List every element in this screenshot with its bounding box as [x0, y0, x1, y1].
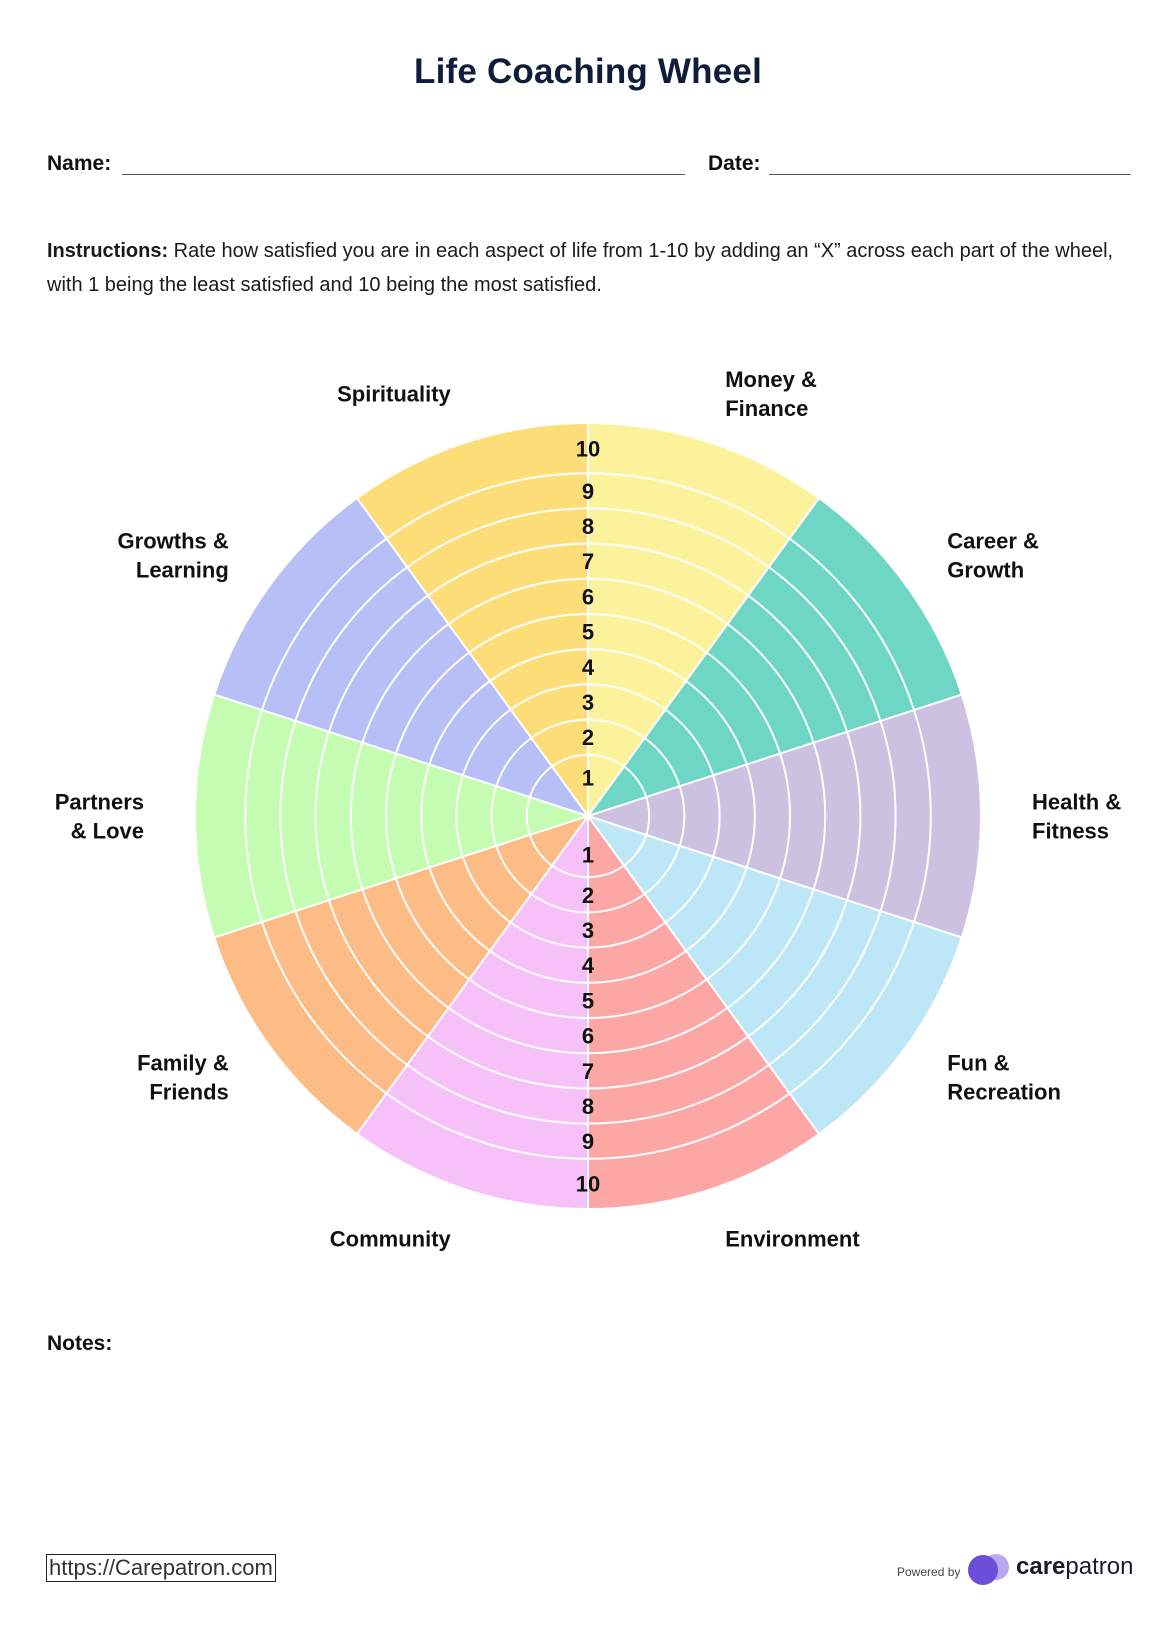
date-label: Date:: [708, 152, 761, 175]
segment-label: Health &: [1032, 790, 1121, 815]
scale-number-top: 7: [582, 549, 594, 574]
wheel-segment[interactable]: [588, 498, 961, 816]
page-title: Life Coaching Wheel: [414, 52, 762, 91]
brand-name-bold: care: [1016, 1553, 1066, 1580]
scale-number-bottom: 9: [582, 1129, 594, 1154]
scale-number-top: 4: [582, 655, 595, 680]
name-label: Name:: [47, 152, 112, 175]
wheel-divider: [587, 498, 820, 817]
scale-number-bottom: 4: [582, 953, 595, 978]
segment-label: Growth: [947, 558, 1024, 583]
instructions: Instructions: Rate how satisfied you are…: [47, 234, 1137, 302]
name-field[interactable]: [122, 174, 685, 175]
scale-number-top: 3: [582, 690, 594, 715]
segment-label: Money &: [725, 367, 817, 392]
wheel-divider: [356, 815, 589, 1134]
wheel-segment[interactable]: [588, 424, 819, 816]
scale-number-bottom: 5: [582, 988, 594, 1013]
scale-number-bottom: 1: [582, 843, 594, 868]
footer-link[interactable]: https://Carepatron.com: [46, 1554, 276, 1582]
segment-label: Career &: [947, 529, 1039, 554]
scale-number-bottom: 7: [582, 1059, 594, 1084]
instructions-lead: Instructions:: [47, 240, 169, 262]
segment-label: Family &: [137, 1050, 229, 1075]
wheel-divider: [587, 815, 962, 939]
scale-number-top: 6: [582, 584, 594, 609]
wheel-segment[interactable]: [588, 816, 961, 1134]
wheel-segment[interactable]: [357, 816, 588, 1208]
scale-number-top: 2: [582, 725, 594, 750]
segment-label: Environment: [725, 1226, 860, 1251]
carepatron-logo-icon: [968, 1554, 1009, 1585]
notes-label: Notes:: [47, 1332, 113, 1355]
segment-label: Fitness: [1032, 819, 1109, 844]
segment-label: Partners: [55, 790, 144, 815]
wheel-divider: [356, 498, 589, 817]
scale-number-bottom: 6: [582, 1024, 594, 1049]
segment-label: Learning: [136, 558, 229, 583]
wheel-segment[interactable]: [215, 498, 588, 816]
life-wheel[interactable]: 1 2 3 4 5 6 7 8 9 10 1 2 3 4 5 6 7 8 9 10 Money & Finance Care…: [0, 0, 1176, 1330]
instructions-text: Rate how satisfied you are in each aspec…: [47, 240, 1114, 296]
scale-number-top: 10: [576, 437, 600, 462]
scale-number-top: 1: [582, 765, 594, 790]
scale-number-top: 8: [582, 514, 594, 539]
scale-number-top: 9: [582, 479, 594, 504]
segment-label: Community: [330, 1226, 452, 1251]
brand-name-rest: patron: [1065, 1553, 1134, 1580]
scale-number-bottom: 2: [582, 883, 594, 908]
powered-by-label: Powered by: [897, 1565, 961, 1579]
scale-number-bottom: 10: [576, 1171, 600, 1196]
segment-label: Fun &: [947, 1050, 1009, 1075]
wheel-segment[interactable]: [588, 816, 819, 1208]
scale-number-bottom: 3: [582, 918, 594, 943]
wheel-segment[interactable]: [196, 694, 588, 938]
brand-name: carepatron: [1016, 1553, 1133, 1581]
segment-label: Spirituality: [337, 382, 451, 407]
scale-number-top: 5: [582, 620, 594, 645]
date-field[interactable]: [769, 174, 1131, 175]
segment-label: Recreation: [947, 1079, 1061, 1104]
wheel-divider: [587, 815, 820, 1134]
wheel-segment[interactable]: [588, 694, 980, 938]
segment-label: & Love: [71, 819, 144, 844]
wheel-divider: [214, 815, 589, 939]
segment-label: Friends: [149, 1079, 228, 1104]
segment-label: Finance: [725, 396, 808, 421]
segment-label: Growths &: [118, 529, 229, 554]
wheel-divider: [214, 693, 589, 817]
wheel-divider: [587, 693, 962, 817]
scale-number-bottom: 8: [582, 1094, 594, 1119]
wheel-segment[interactable]: [357, 424, 588, 816]
wheel-segment[interactable]: [215, 816, 588, 1134]
